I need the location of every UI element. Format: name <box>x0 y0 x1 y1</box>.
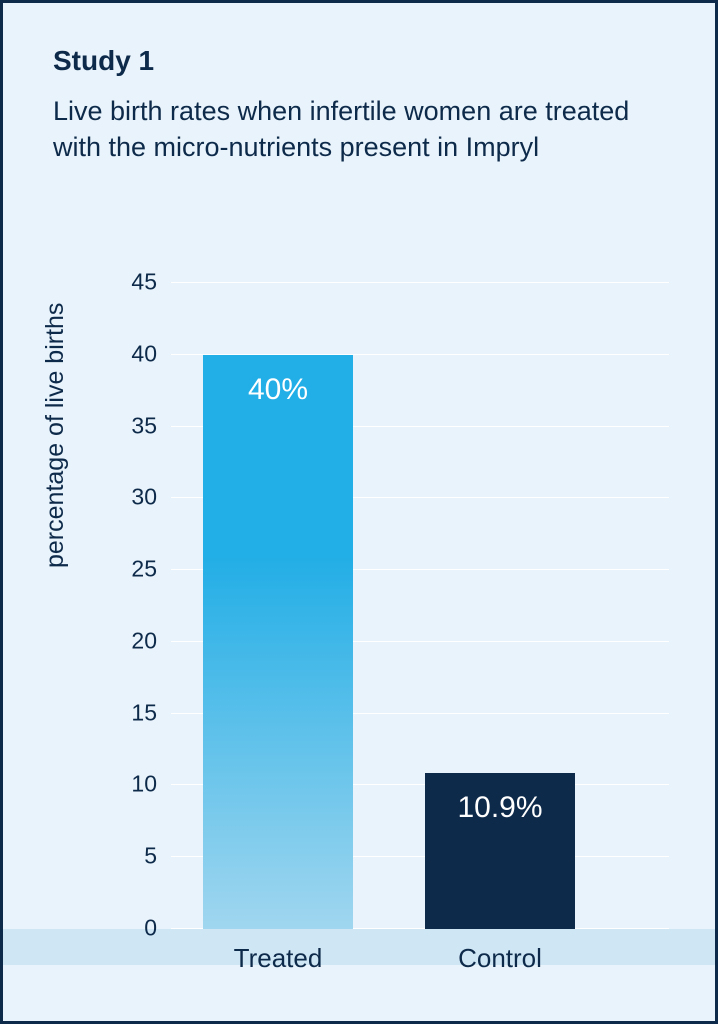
y-tick: 0 <box>144 915 157 942</box>
bar-treated: 40% <box>203 355 353 929</box>
x-axis-labels: Treated Control <box>171 937 669 977</box>
y-tick: 30 <box>131 484 157 511</box>
chart-subtitle: Live birth rates when infertile women ar… <box>53 93 633 166</box>
plot-area: 0 5 10 15 20 25 30 35 40 45 40% 10.9% <box>171 283 669 929</box>
y-tick: 45 <box>131 269 157 296</box>
bar-control: 10.9% <box>425 773 575 929</box>
y-tick: 35 <box>131 412 157 439</box>
chart-card: Study 1 Live birth rates when infertile … <box>0 0 718 1024</box>
y-tick: 20 <box>131 627 157 654</box>
y-tick: 5 <box>144 843 157 870</box>
chart-area: percentage of live births 0 5 10 15 20 2… <box>3 263 715 1021</box>
bar-value-label: 40% <box>203 373 353 407</box>
chart-header: Study 1 Live birth rates when infertile … <box>3 3 715 166</box>
y-tick: 15 <box>131 699 157 726</box>
grid-line: 45 <box>171 282 669 283</box>
x-tick-control: Control <box>425 943 575 974</box>
y-axis-label: percentage of live births <box>41 303 70 568</box>
y-tick: 10 <box>131 771 157 798</box>
y-tick: 25 <box>131 556 157 583</box>
y-tick: 40 <box>131 340 157 367</box>
x-tick-treated: Treated <box>203 943 353 974</box>
bar-value-label: 10.9% <box>425 791 575 825</box>
study-label: Study 1 <box>53 45 665 77</box>
